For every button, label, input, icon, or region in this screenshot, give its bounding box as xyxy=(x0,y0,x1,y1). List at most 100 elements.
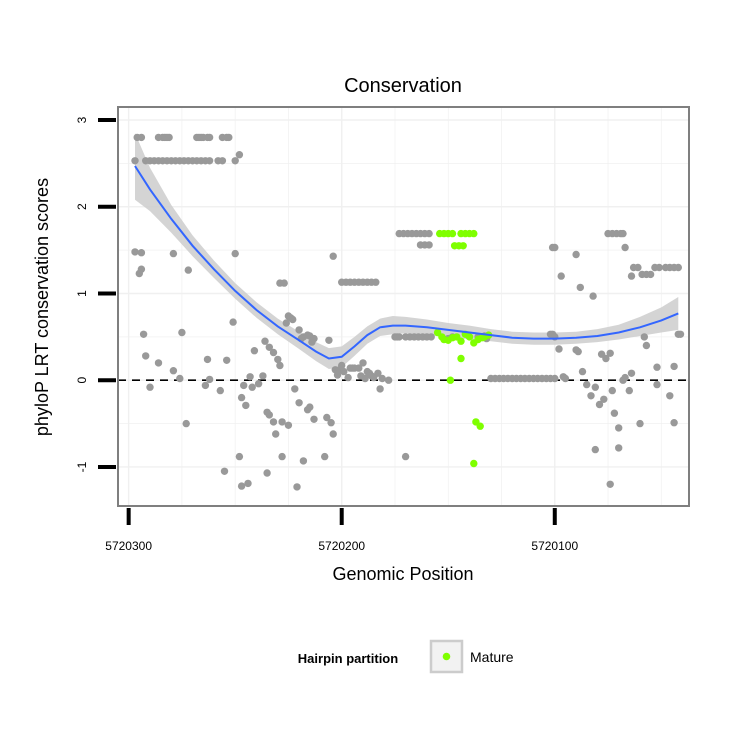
y-tick-label: 1 xyxy=(75,290,89,297)
data-point xyxy=(608,386,616,395)
data-point xyxy=(131,248,139,256)
mature-point xyxy=(459,242,467,250)
data-point xyxy=(289,315,297,324)
data-point xyxy=(376,385,384,393)
data-point xyxy=(142,352,150,360)
mature-point xyxy=(457,354,465,363)
data-point xyxy=(216,386,224,395)
data-point xyxy=(323,413,331,422)
legend-label-mature: Mature xyxy=(470,649,514,665)
data-point xyxy=(295,399,303,407)
data-point xyxy=(223,356,231,364)
data-point xyxy=(231,157,239,165)
x-tick-label: 5720300 xyxy=(105,539,152,553)
data-point xyxy=(272,430,280,438)
data-point xyxy=(395,333,403,341)
points-mature-series xyxy=(433,229,493,468)
x-axis-title: Genomic Position xyxy=(332,564,473,584)
data-point xyxy=(139,330,148,338)
data-point xyxy=(165,133,173,142)
data-point xyxy=(374,369,382,377)
mature-point xyxy=(457,337,465,345)
y-tick-label: -1 xyxy=(75,461,89,472)
data-point xyxy=(329,252,337,260)
data-point xyxy=(310,334,318,343)
data-point xyxy=(176,374,184,383)
data-point xyxy=(205,157,214,165)
data-point xyxy=(184,266,192,274)
data-point xyxy=(627,369,636,377)
mature-point xyxy=(446,376,455,384)
data-point xyxy=(237,482,246,490)
data-point xyxy=(602,354,610,363)
data-point xyxy=(146,383,154,391)
data-point xyxy=(306,403,314,411)
y-tick-label: 2 xyxy=(75,203,89,210)
data-point xyxy=(250,347,259,355)
data-point xyxy=(653,380,661,389)
data-point xyxy=(137,249,146,257)
data-point xyxy=(291,385,299,393)
data-point xyxy=(265,343,273,351)
data-point xyxy=(278,452,286,461)
mature-point xyxy=(476,422,484,430)
data-point xyxy=(591,445,599,454)
data-point xyxy=(278,418,286,426)
data-point xyxy=(248,383,256,391)
data-point xyxy=(169,367,178,375)
data-point xyxy=(276,361,284,370)
data-point xyxy=(201,381,210,390)
data-point xyxy=(615,444,623,452)
data-point xyxy=(625,386,633,395)
data-point xyxy=(225,133,233,142)
data-point xyxy=(425,241,433,249)
data-point xyxy=(589,292,597,300)
data-point xyxy=(293,483,301,491)
data-point xyxy=(280,279,288,287)
data-point xyxy=(203,355,212,364)
data-point xyxy=(595,400,604,409)
data-point xyxy=(578,367,587,376)
data-point xyxy=(359,359,367,367)
data-point xyxy=(310,415,318,423)
data-point xyxy=(263,469,271,477)
data-point xyxy=(642,341,651,350)
data-point xyxy=(666,392,674,400)
data-point xyxy=(325,336,333,344)
chart-title: Conservation xyxy=(344,75,462,97)
data-point xyxy=(295,326,303,334)
data-point xyxy=(619,229,627,238)
data-point xyxy=(551,374,559,383)
data-point xyxy=(131,157,139,165)
data-point xyxy=(627,272,636,280)
data-point xyxy=(321,452,329,461)
data-point xyxy=(551,243,559,252)
data-point xyxy=(355,364,363,372)
y-axis-title: phyloP LRT conservation scores xyxy=(32,178,52,436)
data-point xyxy=(653,363,661,371)
data-point xyxy=(205,375,214,384)
data-point xyxy=(670,419,678,427)
data-point xyxy=(621,243,629,252)
data-point xyxy=(182,419,190,428)
data-point xyxy=(555,345,563,353)
data-point xyxy=(574,347,582,356)
data-point xyxy=(572,250,580,259)
data-point xyxy=(269,418,278,426)
data-point xyxy=(372,278,380,286)
data-point xyxy=(218,157,227,165)
data-point xyxy=(634,263,642,272)
data-point xyxy=(676,330,685,338)
data-point xyxy=(646,270,655,279)
data-point xyxy=(583,380,591,389)
legend: Hairpin partition Mature xyxy=(298,639,514,674)
data-point xyxy=(229,318,237,326)
data-point xyxy=(425,229,433,238)
x-tick-label: 5720100 xyxy=(531,539,578,553)
data-point xyxy=(621,373,629,382)
data-point xyxy=(169,249,178,258)
data-point xyxy=(178,328,186,337)
data-point xyxy=(384,376,393,384)
smooth-trend-line xyxy=(134,165,679,360)
confidence-band-layer xyxy=(135,133,679,369)
